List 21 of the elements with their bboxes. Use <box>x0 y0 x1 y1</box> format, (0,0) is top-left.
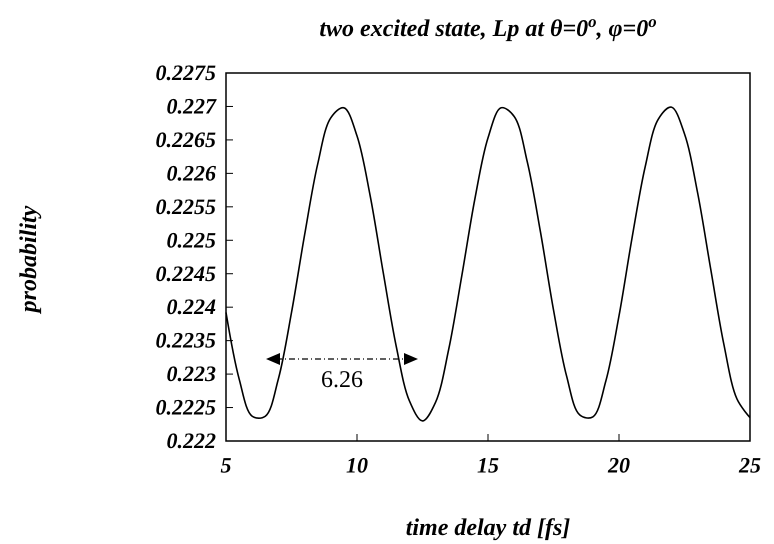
y-tick-label: 0.223 <box>166 361 216 386</box>
x-tick-label: 15 <box>477 452 499 478</box>
y-tick-label: 0.226 <box>166 160 216 186</box>
y-tick-label: 0.227 <box>166 93 217 118</box>
y-tick-label: 0.2245 <box>156 260 216 286</box>
annotation: 6.26 <box>321 367 363 393</box>
y-tick-label: 0.2235 <box>156 328 216 353</box>
y-tick-label: 0.2255 <box>156 194 216 219</box>
y-tick-label: 0.2225 <box>156 394 216 420</box>
x-tick-label: 25 <box>738 452 761 478</box>
chart-title: two excited state, Lp at θ=0$^{o}$, φ=0$^{o}$ <box>319 12 657 42</box>
y-tick-label: 0.224 <box>166 294 216 320</box>
y-tick-label: 0.222 <box>166 428 216 454</box>
y-tick-label: 0.225 <box>166 227 216 252</box>
x-axis-title: time delay td [fs] <box>406 515 570 541</box>
y-tick-label: 0.2275 <box>156 60 216 86</box>
x-tick-label: 20 <box>607 452 630 478</box>
y-axis-title: probability <box>16 205 42 314</box>
x-tick-label: 5 <box>220 452 232 478</box>
y-tick-label: 0.2265 <box>156 126 216 152</box>
x-tick-label: 10 <box>346 452 368 478</box>
